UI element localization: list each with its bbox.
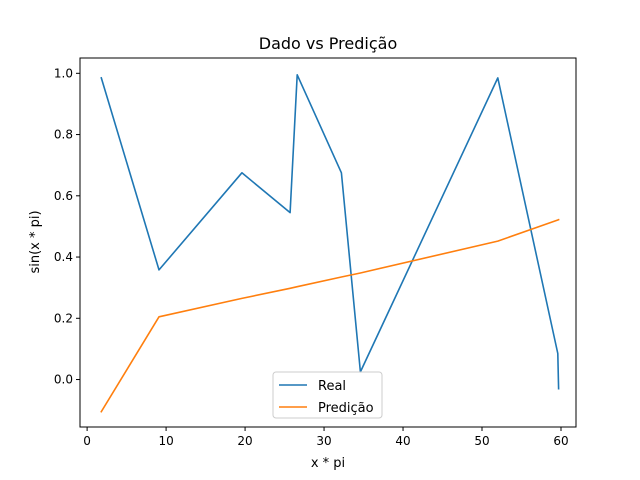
y-tick-label: 0.6 bbox=[54, 189, 73, 203]
x-axis: 0 10 20 30 40 50 60 bbox=[83, 427, 569, 448]
series-lines bbox=[100, 74, 560, 413]
x-axis-label: x * pi bbox=[311, 456, 345, 471]
legend-label-real: Real bbox=[318, 379, 346, 394]
x-tick-label: 60 bbox=[553, 434, 568, 448]
x-tick-label: 30 bbox=[316, 434, 331, 448]
axes-frame bbox=[79, 57, 577, 428]
y-axis: 0.0 0.2 0.4 0.6 0.8 1.0 bbox=[54, 66, 80, 387]
x-tick-label: 20 bbox=[237, 434, 252, 448]
y-tick-label: 0.2 bbox=[54, 311, 73, 325]
y-tick-label: 0.4 bbox=[54, 250, 73, 264]
y-tick-label: 0.8 bbox=[54, 128, 73, 142]
x-tick-label: 0 bbox=[83, 434, 91, 448]
y-axis-label: sin(x * pi) bbox=[28, 210, 43, 273]
x-tick-label: 40 bbox=[395, 434, 410, 448]
plot-area bbox=[79, 57, 577, 428]
chart-title: Dado vs Predição bbox=[259, 34, 397, 53]
y-tick-label: 1.0 bbox=[54, 66, 73, 80]
x-tick-label: 50 bbox=[474, 434, 489, 448]
series-line-predicao bbox=[100, 218, 560, 413]
x-tick-label: 10 bbox=[158, 434, 173, 448]
legend-label-predicao: Predição bbox=[318, 401, 374, 416]
legend: Real Predição bbox=[272, 371, 383, 419]
series-line-real bbox=[100, 74, 560, 390]
y-tick-label: 0.0 bbox=[54, 373, 73, 387]
